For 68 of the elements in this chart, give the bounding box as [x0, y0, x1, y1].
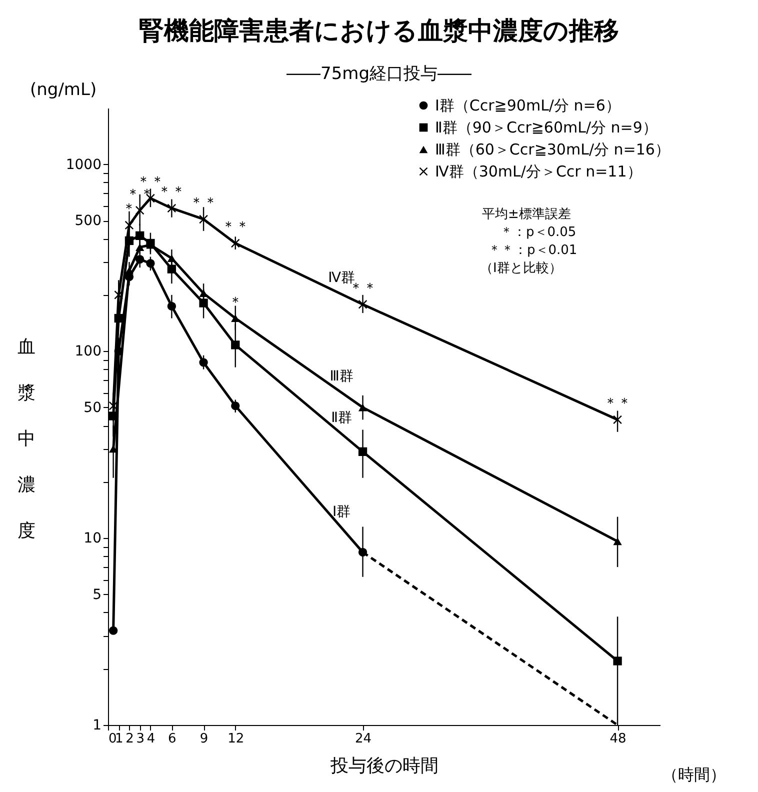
- x-tick-label: 9: [200, 732, 208, 746]
- point: [136, 231, 144, 240]
- annotation: ＊: [122, 201, 136, 218]
- text: （時間）: [662, 765, 726, 786]
- x-tick-label: 2: [126, 732, 134, 746]
- point: [167, 264, 176, 274]
- annotation: ＊＊: [158, 184, 186, 200]
- point: [136, 255, 144, 264]
- legend-label: Ⅳ群（30mL/分＞Ccr n=11）: [435, 162, 642, 180]
- x-tick-label: 24: [354, 732, 372, 746]
- annotation: ＊＊: [126, 186, 154, 202]
- point: [124, 236, 134, 246]
- annotation: Ⅱ群: [331, 410, 352, 426]
- x-axis-title: 投与後の時間: [330, 756, 438, 776]
- legend-label: Ⅰ群（Ccr≧90mL/分 n=6）: [435, 96, 620, 114]
- point: [358, 548, 368, 557]
- y-tick-label: 10: [84, 530, 102, 547]
- text: 血漿中濃度: [18, 336, 36, 542]
- point: [114, 290, 123, 300]
- x-tick-label: 0: [108, 732, 117, 746]
- point: [136, 206, 144, 215]
- point: [613, 538, 622, 546]
- y-tick-label: 5: [92, 586, 102, 603]
- annotation: ＊＊：p＜0.01: [488, 242, 578, 259]
- point: [124, 266, 134, 274]
- annotation: Ⅰ群: [332, 504, 351, 520]
- x-tick-label: 48: [610, 732, 626, 746]
- text: (ng/mL): [30, 80, 97, 100]
- point: [358, 404, 368, 412]
- point: [136, 243, 144, 251]
- point: [108, 626, 118, 635]
- point: [231, 402, 240, 410]
- y-tick-label: 1000: [66, 156, 102, 173]
- point: [613, 415, 622, 424]
- y-tick-label: 1: [92, 718, 102, 734]
- point: [167, 302, 176, 311]
- x-tick-label: 4: [146, 732, 156, 746]
- point: [231, 238, 240, 248]
- point: [146, 194, 155, 203]
- y-tick-label: 500: [74, 213, 102, 230]
- point: [199, 298, 208, 308]
- point: [114, 314, 123, 323]
- annotation: 平均±標準誤差: [482, 206, 571, 223]
- annotation: ＊: [228, 294, 242, 310]
- point: [613, 656, 622, 666]
- chart-title: 腎機能障害患者における血漿中濃度の推移: [138, 15, 620, 47]
- y-tick-label: 100: [74, 344, 102, 360]
- point: [199, 214, 208, 224]
- point: [146, 259, 155, 268]
- annotation: ＊＊: [190, 195, 218, 212]
- annotation: ＊＊: [221, 219, 250, 236]
- annotation: （Ⅰ群と比較）: [480, 260, 562, 277]
- point: [231, 340, 240, 350]
- annotation: ＊＊: [604, 396, 632, 412]
- legend-label: Ⅲ群（60＞Ccr≧30mL/分 n=16）: [435, 140, 670, 158]
- point: [358, 300, 368, 309]
- point: [167, 254, 176, 262]
- point: [358, 447, 368, 456]
- legend-label: Ⅱ群（90＞Ccr≧60mL/分 n=9）: [435, 118, 658, 136]
- chart-subtitle: ――75mg経口投与――: [286, 64, 472, 84]
- y-tick-label: 50: [84, 400, 102, 416]
- annotation: Ⅲ群: [330, 368, 354, 385]
- point: [199, 358, 208, 367]
- annotation: ＊：p＜0.05: [500, 224, 576, 241]
- x-tick-label: 6: [168, 732, 176, 746]
- x-tick-label: 3: [136, 732, 144, 746]
- x-tick-label: 12: [228, 732, 244, 746]
- x-tick-label: 1: [114, 732, 124, 746]
